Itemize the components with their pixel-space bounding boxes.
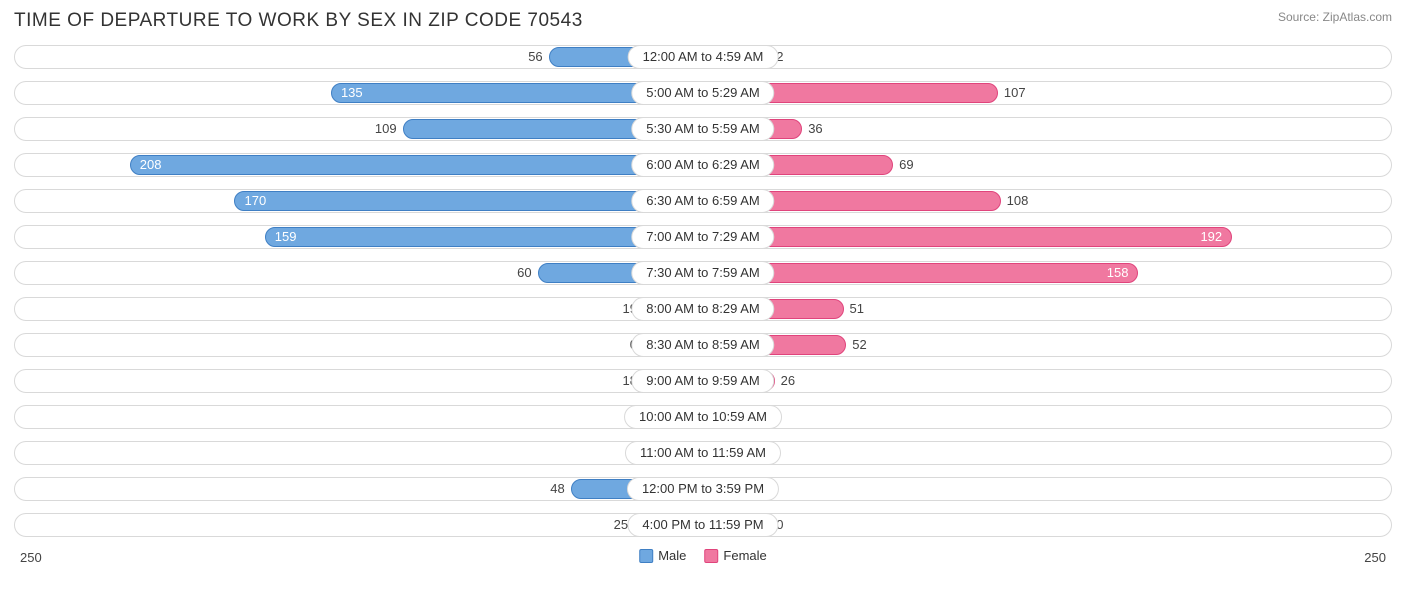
- male-value: 48: [550, 477, 564, 501]
- chart-row: 48 912:00 PM to 3:59 PM: [14, 474, 1392, 504]
- male-half: 159: [14, 225, 703, 249]
- category-label: 5:00 AM to 5:29 AM: [631, 81, 774, 105]
- female-value: 51: [850, 297, 864, 321]
- legend-male-label: Male: [658, 548, 686, 563]
- chart-row: 1591927:00 AM to 7:29 AM: [14, 222, 1392, 252]
- chart-row: 170 108 6:30 AM to 6:59 AM: [14, 186, 1392, 216]
- legend-female: Female: [704, 548, 766, 563]
- male-half: 5: [14, 405, 703, 429]
- female-half: 158: [703, 261, 1392, 285]
- female-half: 9: [703, 477, 1392, 501]
- chart-row: 0011:00 AM to 11:59 AM: [14, 438, 1392, 468]
- male-value: 208: [130, 153, 703, 177]
- category-label: 9:00 AM to 9:59 AM: [631, 369, 774, 393]
- female-half: 12: [703, 45, 1392, 69]
- chart-row: 5010:00 AM to 10:59 AM: [14, 402, 1392, 432]
- chart-row: 135 107 5:00 AM to 5:29 AM: [14, 78, 1392, 108]
- male-half: 0: [14, 441, 703, 465]
- legend-male: Male: [639, 548, 686, 563]
- female-half: 20: [703, 513, 1392, 537]
- female-half: 107: [703, 81, 1392, 105]
- female-value: 107: [1004, 81, 1026, 105]
- male-half: 109: [14, 117, 703, 141]
- legend: Male Female: [639, 548, 767, 563]
- chart-footer: 250 Male Female 250: [14, 546, 1392, 576]
- axis-max-right: 250: [1364, 550, 1386, 565]
- legend-female-label: Female: [723, 548, 766, 563]
- chart-row: 0 52 8:30 AM to 8:59 AM: [14, 330, 1392, 360]
- female-half: 0: [703, 441, 1392, 465]
- female-half: 69: [703, 153, 1392, 177]
- female-half: 36: [703, 117, 1392, 141]
- female-value: 52: [852, 333, 866, 357]
- chart-row: 18 26 9:00 AM to 9:59 AM: [14, 366, 1392, 396]
- male-half: 60: [14, 261, 703, 285]
- female-half: 192: [703, 225, 1392, 249]
- category-label: 6:00 AM to 6:29 AM: [631, 153, 774, 177]
- male-value: 56: [528, 45, 542, 69]
- category-label: 12:00 PM to 3:59 PM: [627, 477, 779, 501]
- chart-row: 208 69 6:00 AM to 6:29 AM: [14, 150, 1392, 180]
- category-label: 7:00 AM to 7:29 AM: [631, 225, 774, 249]
- male-swatch: [639, 549, 653, 563]
- category-label: 7:30 AM to 7:59 AM: [631, 261, 774, 285]
- male-half: 135: [14, 81, 703, 105]
- male-half: 19: [14, 297, 703, 321]
- diverging-bar-chart: 56 1212:00 AM to 4:59 AM 135 107 5:00 AM to …: [14, 42, 1392, 540]
- male-half: 18: [14, 369, 703, 393]
- chart-row: 60 1587:30 AM to 7:59 AM: [14, 258, 1392, 288]
- chart-row: 25 204:00 PM to 11:59 PM: [14, 510, 1392, 540]
- female-half: 26: [703, 369, 1392, 393]
- chart-row: 56 1212:00 AM to 4:59 AM: [14, 42, 1392, 72]
- male-value: 25: [614, 513, 628, 537]
- female-half: 52: [703, 333, 1392, 357]
- category-label: 11:00 AM to 11:59 AM: [625, 441, 781, 465]
- male-half: 25: [14, 513, 703, 537]
- category-label: 6:30 AM to 6:59 AM: [631, 189, 774, 213]
- male-half: 208: [14, 153, 703, 177]
- male-value: 109: [375, 117, 397, 141]
- female-value: 108: [1007, 189, 1029, 213]
- category-label: 8:30 AM to 8:59 AM: [631, 333, 774, 357]
- female-value: 26: [781, 369, 795, 393]
- male-half: 0: [14, 333, 703, 357]
- female-half: 51: [703, 297, 1392, 321]
- male-half: 48: [14, 477, 703, 501]
- male-value: 60: [517, 261, 531, 285]
- axis-max-left: 250: [20, 550, 42, 565]
- female-half: 108: [703, 189, 1392, 213]
- female-value: 192: [703, 225, 1232, 249]
- female-value: 69: [899, 153, 913, 177]
- chart-row: 109 36 5:30 AM to 5:59 AM: [14, 114, 1392, 144]
- chart-row: 19 51 8:00 AM to 8:29 AM: [14, 294, 1392, 324]
- female-swatch: [704, 549, 718, 563]
- chart-title: TIME OF DEPARTURE TO WORK BY SEX IN ZIP …: [14, 10, 583, 32]
- source-attribution: Source: ZipAtlas.com: [1278, 10, 1392, 24]
- male-half: 170: [14, 189, 703, 213]
- female-value: 36: [808, 117, 822, 141]
- category-label: 10:00 AM to 10:59 AM: [624, 405, 782, 429]
- category-label: 4:00 PM to 11:59 PM: [627, 513, 778, 537]
- category-label: 8:00 AM to 8:29 AM: [631, 297, 774, 321]
- category-label: 5:30 AM to 5:59 AM: [631, 117, 774, 141]
- category-label: 12:00 AM to 4:59 AM: [628, 45, 779, 69]
- male-half: 56: [14, 45, 703, 69]
- female-half: 0: [703, 405, 1392, 429]
